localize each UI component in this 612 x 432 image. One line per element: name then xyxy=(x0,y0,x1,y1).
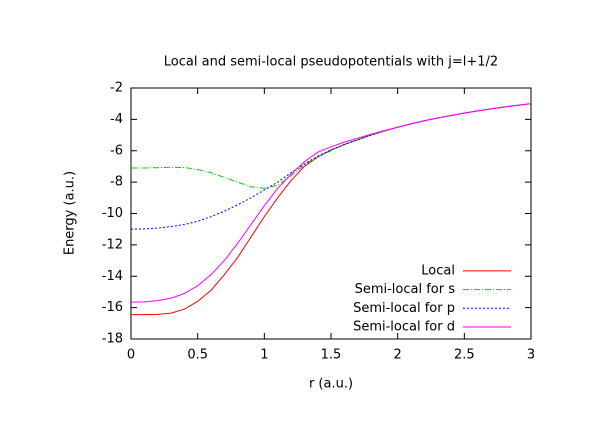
y-tick-label: -16 xyxy=(102,300,123,315)
y-tick-label: -8 xyxy=(110,175,123,190)
y-tick-label: -14 xyxy=(102,269,123,284)
legend-label: Semi-local for s xyxy=(355,282,456,297)
y-tick-label: -6 xyxy=(110,143,123,158)
legend-label: Semi-local for d xyxy=(353,320,455,335)
series-line xyxy=(131,103,532,189)
series-line xyxy=(131,103,532,316)
series-line xyxy=(130,103,532,303)
y-tick-label: -18 xyxy=(102,332,123,347)
x-tick-label: 0 xyxy=(127,348,135,363)
x-tick-label: 1 xyxy=(260,348,268,363)
y-tick-label: -10 xyxy=(102,206,123,221)
y-tick-label: -4 xyxy=(110,112,123,127)
series-line xyxy=(130,103,532,230)
plot-frame xyxy=(130,87,532,340)
x-tick-label: 3 xyxy=(527,348,535,363)
x-tick-label: 2 xyxy=(394,348,402,363)
x-axis-label: r (a.u.) xyxy=(309,377,353,392)
x-tick-label: 1.5 xyxy=(321,348,342,363)
chart-title: Local and semi-local pseudopotentials wi… xyxy=(164,55,498,70)
y-axis-label: Energy (a.u.) xyxy=(63,171,78,255)
y-tick-label: -2 xyxy=(110,81,123,96)
x-tick-label: 0.5 xyxy=(187,348,208,363)
legend-label: Local xyxy=(421,263,455,278)
legend-label: Semi-local for p xyxy=(353,301,455,316)
x-tick-label: 2.5 xyxy=(454,348,475,363)
y-tick-label: -12 xyxy=(102,237,123,252)
